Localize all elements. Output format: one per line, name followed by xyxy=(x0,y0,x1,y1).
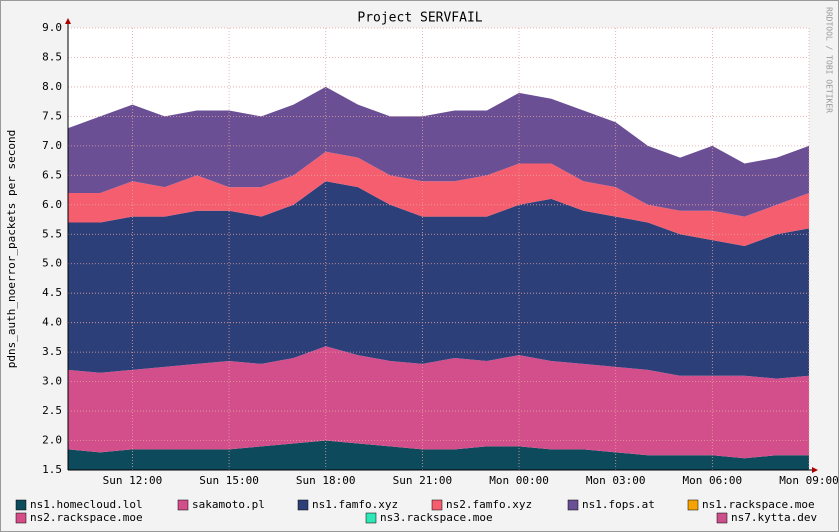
y-tick-label: 4.5 xyxy=(42,286,62,299)
area xyxy=(68,86,809,217)
y-tick-label: 9.0 xyxy=(42,21,62,34)
legend-label: ns3.rackspace.moe xyxy=(380,511,493,524)
legend-swatch xyxy=(177,499,189,511)
x-tick-label: Mon 03:00 xyxy=(586,474,646,487)
areas xyxy=(68,86,809,470)
area xyxy=(68,181,809,379)
x-tick-label: Mon 09:00 xyxy=(779,474,839,487)
legend-label: ns7.kytta.dev xyxy=(731,511,817,524)
legend-label: ns2.famfo.xyz xyxy=(446,498,532,511)
x-tick-label: Sun 15:00 xyxy=(199,474,259,487)
legend-swatch xyxy=(15,499,27,511)
y-tick-label: 3.0 xyxy=(42,375,62,388)
y-tick-label: 5.0 xyxy=(42,257,62,270)
x-tick-label: Sun 18:00 xyxy=(296,474,356,487)
x-tick-label: Sun 12:00 xyxy=(103,474,163,487)
legend-label: sakamoto.pl xyxy=(192,498,265,511)
chart-title: Project SERVFAIL xyxy=(357,11,482,26)
y-arrow xyxy=(65,18,71,24)
legend-swatch xyxy=(365,512,377,524)
y-tick-label: 2.0 xyxy=(42,434,62,447)
watermark: RRDTOOL / TOBI OETIKER xyxy=(825,7,834,113)
y-tick-label: 3.5 xyxy=(42,345,62,358)
x-tick-label: Mon 06:00 xyxy=(683,474,743,487)
x-arrow xyxy=(812,467,818,473)
x-tick-label: Sun 21:00 xyxy=(393,474,453,487)
y-tick-label: 8.0 xyxy=(42,80,62,93)
y-tick-label: 1.5 xyxy=(42,463,62,476)
legend-swatch xyxy=(431,499,443,511)
y-tick-label: 7.5 xyxy=(42,109,62,122)
y-tick-label: 6.0 xyxy=(42,198,62,211)
legend-label: ns1.fops.at xyxy=(582,498,655,511)
x-tick-label: Mon 00:00 xyxy=(489,474,549,487)
legend-label: ns1.famfo.xyz xyxy=(312,498,398,511)
area xyxy=(68,440,809,470)
y-tick-label: 5.5 xyxy=(42,227,62,240)
legend-swatch xyxy=(297,499,309,511)
legend-label: ns1.homecloud.lol xyxy=(30,498,143,511)
legend-label: ns2.rackspace.moe xyxy=(30,511,143,524)
legend: ns1.homecloud.lol sakamoto.pl ns1.famfo.xy… xyxy=(15,498,817,524)
legend-swatch xyxy=(687,499,699,511)
y-tick-label: 8.5 xyxy=(42,50,62,63)
legend-swatch xyxy=(15,512,27,524)
area xyxy=(68,346,809,459)
legend-label: ns1.rackspace.moe xyxy=(702,498,815,511)
legend-swatch xyxy=(716,512,728,524)
y-tick-label: 6.5 xyxy=(42,168,62,181)
y-axis-label: pdns_auth_noerror_packets per second xyxy=(5,130,18,368)
y-tick-label: 4.0 xyxy=(42,316,62,329)
y-tick-label: 7.0 xyxy=(42,139,62,152)
legend-swatch xyxy=(567,499,579,511)
y-tick-label: 2.5 xyxy=(42,404,62,417)
area xyxy=(68,151,809,247)
